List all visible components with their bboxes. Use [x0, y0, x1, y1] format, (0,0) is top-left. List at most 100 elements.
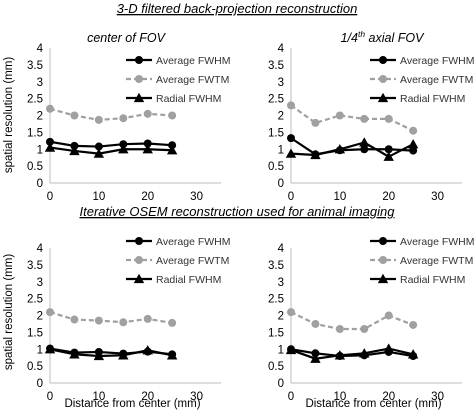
series-2 [46, 308, 177, 327]
y-tick-label: 2.5 [27, 294, 43, 306]
legend-marker [135, 237, 143, 245]
series-line [49, 140, 173, 148]
legend-marker [135, 75, 143, 83]
panel-title: center of FOV [87, 31, 166, 45]
data-point [46, 308, 54, 317]
y-axis-label: spatial resolution (mm) [3, 57, 15, 173]
legend-label: Average FWTM [400, 255, 473, 267]
legend: Average FWHM Average FWTM Radial FWHM [126, 55, 231, 105]
x-tick-label: 20 [382, 191, 395, 203]
x-tick-label: 20 [382, 391, 395, 403]
data-point [360, 325, 369, 333]
y-tick-label: 2.5 [268, 294, 284, 306]
y-tick-label: 4 [37, 43, 44, 55]
data-point [311, 319, 320, 328]
data-point [360, 114, 369, 123]
data-point [94, 316, 103, 325]
y-tick-label: 2 [278, 311, 284, 323]
x-axis-label: Distance from center (mm) [64, 398, 200, 410]
x-tick-label: 20 [141, 191, 154, 203]
y-tick-label: 3 [278, 277, 284, 289]
panel-title-part: axial FOV [365, 31, 425, 45]
legend-label: Average FWTM [156, 255, 229, 267]
legend-label: Average FWHM [400, 55, 474, 67]
legend-label: Radial FWHM [400, 274, 465, 286]
y-tick-label: 2 [37, 311, 43, 323]
series-2 [46, 104, 177, 124]
data-point [46, 104, 54, 113]
data-point [44, 142, 56, 152]
legend-marker [135, 56, 143, 64]
data-point [69, 145, 80, 156]
y-tick-label: 3.5 [27, 260, 43, 272]
data-point [93, 148, 105, 158]
x-tick-label: 10 [333, 191, 346, 203]
data-point [384, 114, 393, 123]
data-point [383, 151, 394, 161]
series-2 [287, 308, 418, 333]
data-point [285, 344, 297, 355]
data-point [93, 350, 105, 361]
panel-title-sup: th [358, 29, 365, 39]
bottom-header: Iterative OSEM reconstruction used for a… [79, 204, 395, 219]
series-line [290, 137, 414, 156]
legend-marker [135, 256, 143, 264]
y-tick-label: 1 [37, 344, 43, 356]
series-line [290, 104, 414, 132]
series-3 [44, 344, 178, 361]
series-3 [285, 137, 419, 161]
y-tick-label: 2 [37, 111, 43, 123]
x-axis-label: Distance from center (mm) [305, 398, 441, 410]
data-point [383, 343, 394, 353]
series-1 [287, 345, 418, 360]
data-point [118, 350, 129, 360]
data-point [311, 349, 320, 358]
y-tick-label: 1 [278, 144, 284, 156]
data-point [285, 148, 297, 158]
x-tick-label: 0 [47, 191, 53, 203]
legend-label: Average FWHM [156, 236, 231, 248]
legend-label: Average FWTM [156, 74, 229, 86]
panel-title: 1/4th axial FOV [341, 29, 425, 45]
y-tick-label: 1.5 [27, 127, 43, 139]
data-point [94, 142, 103, 151]
y-tick-label: 1 [278, 344, 284, 356]
y-tick-label: 2.5 [27, 94, 43, 106]
legend-marker [377, 273, 389, 284]
series-line [290, 311, 414, 331]
y-tick-label: 1.5 [27, 327, 43, 339]
data-point [44, 344, 56, 354]
data-point [69, 349, 80, 359]
data-point [287, 308, 295, 317]
series-line [290, 141, 414, 158]
legend: Average FWHM Average FWTM Radial FWHM [370, 55, 474, 105]
chart-panel-2: 0 0.5 1 1.5 2 2.5 3 3.5 4 0 10 20 30 1/4th axial FOV A… [268, 29, 474, 203]
data-point [334, 350, 346, 360]
y-tick-label: 4 [278, 243, 285, 255]
y-tick-label: 0 [37, 178, 43, 190]
data-point [168, 318, 177, 327]
y-axis-label: spatial resolution (mm) [3, 254, 15, 370]
top-header: 3-D filtered back-projection reconstruct… [117, 1, 358, 16]
data-point [384, 145, 393, 154]
y-tick-label: 2 [278, 111, 284, 123]
y-tick-label: 3 [37, 277, 43, 289]
y-tick-label: 3 [37, 77, 43, 89]
series-3 [44, 142, 178, 158]
x-tick-label: 10 [92, 191, 105, 203]
data-point [359, 137, 370, 147]
series-line [49, 348, 173, 358]
y-tick-label: 0.5 [268, 361, 284, 373]
legend-label: Average FWTM [400, 74, 473, 86]
y-tick-label: 2.5 [268, 94, 284, 106]
legend-label: Radial FWHM [156, 274, 221, 286]
data-point [166, 145, 178, 155]
data-point [143, 314, 152, 323]
legend-label: Radial FWHM [400, 93, 465, 105]
legend-label: Average FWHM [156, 55, 231, 67]
x-tick-label: 30 [431, 391, 444, 403]
x-tick-label: 0 [47, 391, 53, 403]
